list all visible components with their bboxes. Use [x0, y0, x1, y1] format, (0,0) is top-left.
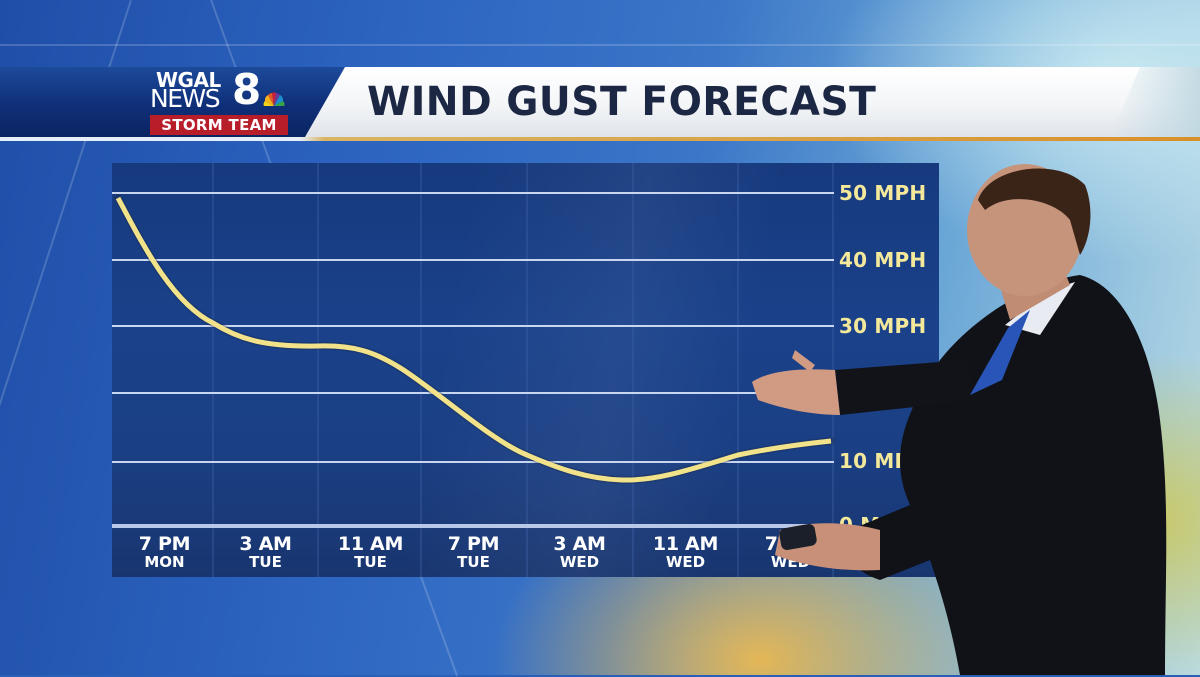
x-tick-label: 11 AM TUE — [318, 533, 423, 572]
x-tick-day: TUE — [354, 553, 387, 571]
remote-clicker-icon — [779, 523, 817, 551]
x-tick-time: 7 PM — [138, 533, 191, 555]
x-tick-time: 3 AM — [239, 533, 292, 555]
x-tick-day: TUE — [457, 553, 490, 571]
meteorologist-presenter — [752, 164, 1167, 675]
y-tick-label: 50 MPH — [839, 181, 927, 205]
x-tick-day: TUE — [249, 553, 282, 571]
wind-gust-line — [114, 194, 835, 485]
accent-rule — [0, 137, 1200, 141]
title-bar — [305, 67, 1200, 137]
tie — [970, 310, 1030, 395]
page-title: WIND GUST FORECAST — [367, 79, 877, 125]
x-tick-label: 7 PM MON — [112, 533, 217, 572]
suit-sleeve — [835, 360, 980, 415]
logo-news: NEWS — [150, 84, 221, 113]
background-streak — [0, 44, 1200, 46]
logo-channel-number: 8 — [232, 65, 262, 114]
x-tick-label: 7 PM TUE — [421, 533, 526, 572]
x-tick-label: 11 AM WED — [633, 533, 738, 572]
storm-team-badge: STORM TEAM — [150, 115, 288, 135]
x-tick-day: MON — [144, 553, 185, 571]
gridlines — [112, 192, 834, 463]
hair — [978, 168, 1091, 255]
suit-jacket — [846, 275, 1167, 675]
x-tick-time: 11 AM — [652, 533, 719, 555]
x-tick-day: WED — [559, 553, 600, 571]
x-tick-label: 3 AM TUE — [213, 533, 318, 572]
title-banner: WGAL NEWS 8 STORM TEAM WIND GUST FORECAS… — [0, 65, 1200, 141]
y-tick-label: 30 MPH — [839, 314, 927, 338]
x-tick-time: 3 AM — [553, 533, 606, 555]
x-tick-time: 7 PM — [447, 533, 500, 555]
line-chart — [112, 163, 839, 577]
nbc-peacock-icon — [263, 92, 285, 106]
station-logo: WGAL NEWS 8 STORM TEAM — [148, 65, 290, 135]
x-tick-label: 3 AM WED — [527, 533, 632, 572]
hand-pointing — [752, 350, 840, 415]
x-tick-day: WED — [665, 553, 706, 571]
logo-wgal: WGAL — [156, 68, 221, 92]
x-tick-time: 11 AM — [337, 533, 404, 555]
y-tick-label: 40 MPH — [839, 248, 927, 272]
